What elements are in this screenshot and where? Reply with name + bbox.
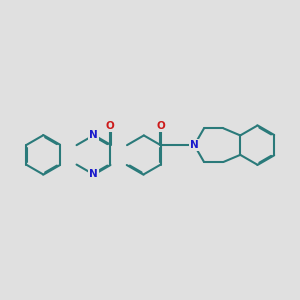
Text: N: N [190,140,199,150]
Text: O: O [106,121,115,131]
Text: N: N [89,130,98,140]
Text: N: N [89,169,98,179]
Text: O: O [156,121,165,131]
